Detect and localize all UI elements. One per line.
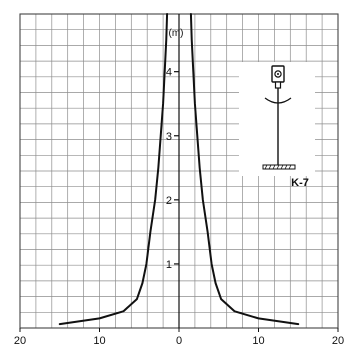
x-tick-label: 10 xyxy=(252,335,264,347)
left-response-curve xyxy=(58,13,169,326)
y-tick-label: 2 xyxy=(166,195,172,207)
x-tick-label: 0 xyxy=(176,335,182,347)
data-series xyxy=(58,13,300,326)
y-tick-label: 4 xyxy=(166,67,172,79)
y-tick-label: 1 xyxy=(166,259,172,271)
sensor-label: K-7 xyxy=(291,177,309,189)
x-tick-label: 10 xyxy=(93,335,105,347)
x-tick-label: 20 xyxy=(332,335,344,347)
right-response-curve xyxy=(189,13,300,326)
microphone-on-stand-icon xyxy=(262,65,296,170)
unit-label: (m) xyxy=(169,28,184,39)
sensor-inset: K-7 xyxy=(239,62,315,189)
axis-ticks: 20 10 0 10 20 1 2 3 4 xyxy=(14,67,344,347)
x-tick-label: 20 xyxy=(14,335,26,347)
y-tick-label: 3 xyxy=(166,131,172,143)
